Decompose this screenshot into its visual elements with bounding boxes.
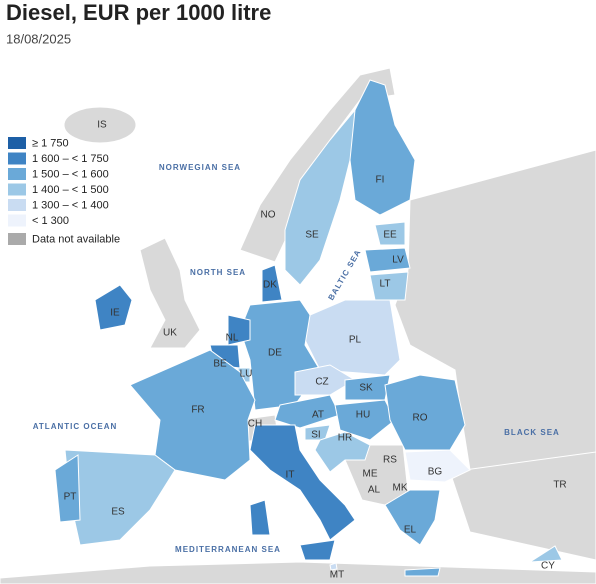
- country-code: RO: [413, 413, 428, 424]
- country-code: CZ: [315, 377, 328, 388]
- country-code: EL: [404, 525, 417, 536]
- country-code: BG: [428, 467, 443, 478]
- country-code: LV: [392, 255, 404, 266]
- country-code: PT: [64, 492, 77, 503]
- legend-swatch: [8, 168, 26, 180]
- country-code: CH: [248, 419, 262, 430]
- legend-swatch: [8, 183, 26, 196]
- legend-label: Data not available: [32, 233, 120, 245]
- country-code: IE: [110, 308, 120, 319]
- country-code: NO: [261, 210, 276, 221]
- country: [404, 449, 471, 483]
- background-land: [0, 67, 596, 584]
- country: [64, 449, 176, 546]
- country: [274, 394, 341, 429]
- country: [314, 431, 371, 473]
- sea-label: MEDITERRANEAN SEA: [175, 545, 281, 554]
- country-code: UK: [163, 328, 177, 339]
- country: [369, 271, 409, 301]
- country: [384, 374, 466, 451]
- country-code: ES: [111, 507, 125, 518]
- country-code: HU: [356, 410, 370, 421]
- country: [54, 454, 81, 523]
- country: [227, 314, 251, 346]
- country: [334, 399, 396, 441]
- country: [349, 79, 416, 216]
- country-code: BE: [213, 359, 227, 370]
- legend-label: 1 600 – < 1 750: [32, 153, 109, 165]
- country-code: LT: [380, 279, 391, 290]
- date: 18/08/2025: [6, 31, 71, 46]
- country-code: IT: [286, 470, 295, 481]
- title: Diesel, EUR per 1000 litre: [6, 0, 271, 25]
- country: [364, 247, 411, 273]
- country: [528, 545, 563, 563]
- country: [374, 221, 406, 246]
- country: [94, 284, 133, 331]
- country-code: MK: [393, 483, 408, 494]
- sea-label: NORTH SEA: [190, 268, 246, 277]
- country-code: PL: [349, 335, 362, 346]
- country-code: DK: [263, 280, 277, 291]
- country: [261, 264, 283, 303]
- sea-label: ATLANTIC OCEAN: [33, 422, 118, 431]
- labels: IE SE FI EE LV LT DK PL DE NL BE LU FR AT CZ SK HU SI HR RO…: [8, 120, 567, 581]
- country-code: AT: [312, 410, 324, 421]
- country-code: FI: [376, 175, 385, 186]
- legend-label: 1 400 – < 1 500: [32, 184, 109, 196]
- legend-swatch: [8, 214, 26, 227]
- country: [384, 489, 441, 546]
- country-code: DE: [268, 348, 282, 359]
- legend-label: ≥ 1 750: [32, 137, 69, 149]
- country-code: CY: [541, 561, 555, 572]
- country-code: EE: [383, 230, 397, 241]
- legend-swatch: [8, 233, 26, 245]
- country-code: AL: [368, 485, 381, 496]
- legend-label: 1 500 – < 1 600: [32, 168, 109, 180]
- country-code: MT: [330, 570, 344, 581]
- legend-label: 1 300 – < 1 400: [32, 199, 109, 211]
- country-code: NL: [226, 333, 239, 344]
- country-code: SK: [359, 383, 373, 394]
- country: [329, 562, 338, 571]
- country-code: SE: [305, 230, 319, 241]
- country: [294, 364, 356, 396]
- country-code: SI: [311, 430, 320, 441]
- country-code: IS: [97, 120, 107, 131]
- country-code: TR: [553, 480, 566, 491]
- country: [299, 539, 336, 561]
- eu-countries: [54, 79, 563, 577]
- legend-swatch: [8, 199, 26, 211]
- legend-swatch: [8, 152, 26, 165]
- sea-label: BALTIC SEA: [326, 248, 362, 302]
- country: [249, 499, 271, 536]
- legend-label: < 1 300: [32, 215, 69, 227]
- sea-label: BLACK SEA: [504, 428, 560, 437]
- country: [249, 424, 356, 541]
- country-code: HR: [338, 433, 352, 444]
- country-code: RS: [383, 455, 397, 466]
- sea-label: NORWEGIAN SEA: [159, 163, 241, 172]
- country-code: LU: [240, 369, 253, 380]
- country-code: FR: [191, 405, 204, 416]
- country: [129, 349, 256, 481]
- legend-swatch: [8, 137, 26, 149]
- country: [404, 567, 441, 577]
- country-code: ME: [363, 469, 378, 480]
- country: [304, 299, 401, 376]
